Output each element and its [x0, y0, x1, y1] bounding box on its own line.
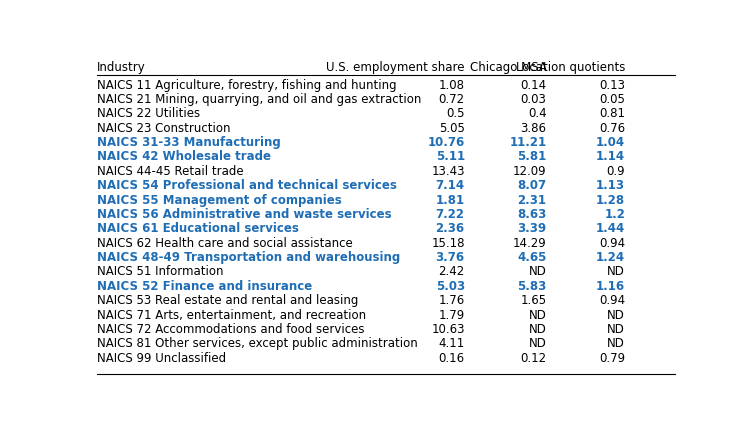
Text: NAICS 81 Other services, except public administration: NAICS 81 Other services, except public a…	[97, 337, 418, 350]
Text: 0.4: 0.4	[528, 107, 547, 120]
Text: NAICS 44-45 Retail trade: NAICS 44-45 Retail trade	[97, 165, 244, 178]
Text: 3.39: 3.39	[517, 222, 547, 235]
Text: NAICS 61 Educational services: NAICS 61 Educational services	[97, 222, 299, 235]
Text: 1.76: 1.76	[438, 294, 465, 307]
Text: 5.81: 5.81	[517, 151, 547, 164]
Text: 0.05: 0.05	[599, 93, 625, 106]
Text: 11.21: 11.21	[509, 136, 547, 149]
Text: NAICS 99 Unclassified: NAICS 99 Unclassified	[97, 351, 226, 365]
Text: ND: ND	[608, 309, 625, 321]
Text: ND: ND	[608, 323, 625, 336]
Text: 5.05: 5.05	[439, 122, 465, 135]
Text: 1.14: 1.14	[596, 151, 625, 164]
Text: ND: ND	[529, 323, 547, 336]
Text: 2.36: 2.36	[435, 222, 465, 235]
Text: 1.79: 1.79	[438, 309, 465, 321]
Text: U.S. employment share: U.S. employment share	[326, 61, 465, 74]
Text: 1.24: 1.24	[596, 251, 625, 264]
Text: NAICS 48-49 Transportation and warehousing: NAICS 48-49 Transportation and warehousi…	[97, 251, 401, 264]
Text: NAICS 54 Professional and technical services: NAICS 54 Professional and technical serv…	[97, 179, 397, 192]
Text: 10.63: 10.63	[431, 323, 465, 336]
Text: 1.2: 1.2	[605, 208, 625, 221]
Text: 13.43: 13.43	[431, 165, 465, 178]
Text: 0.12: 0.12	[520, 351, 547, 365]
Text: 5.11: 5.11	[435, 151, 465, 164]
Text: ND: ND	[529, 309, 547, 321]
Text: 14.29: 14.29	[513, 237, 547, 250]
Text: NAICS 62 Health care and social assistance: NAICS 62 Health care and social assistan…	[97, 237, 353, 250]
Text: NAICS 23 Construction: NAICS 23 Construction	[97, 122, 230, 135]
Text: 0.76: 0.76	[599, 122, 625, 135]
Text: 8.63: 8.63	[517, 208, 547, 221]
Text: 7.14: 7.14	[435, 179, 465, 192]
Text: 0.94: 0.94	[599, 294, 625, 307]
Text: 1.65: 1.65	[520, 294, 547, 307]
Text: NAICS 11 Agriculture, forestry, fishing and hunting: NAICS 11 Agriculture, forestry, fishing …	[97, 79, 397, 92]
Text: NAICS 55 Management of companies: NAICS 55 Management of companies	[97, 194, 342, 206]
Text: 1.08: 1.08	[439, 79, 465, 92]
Text: 5.83: 5.83	[517, 280, 547, 293]
Text: Location quotients: Location quotients	[516, 61, 625, 74]
Text: 3.76: 3.76	[435, 251, 465, 264]
Text: 1.04: 1.04	[596, 136, 625, 149]
Text: 15.18: 15.18	[431, 237, 465, 250]
Text: 0.13: 0.13	[599, 79, 625, 92]
Text: NAICS 51 Information: NAICS 51 Information	[97, 265, 224, 279]
Text: 0.5: 0.5	[447, 107, 465, 120]
Text: 3.86: 3.86	[520, 122, 547, 135]
Text: 1.81: 1.81	[435, 194, 465, 206]
Text: 4.65: 4.65	[517, 251, 547, 264]
Text: 8.07: 8.07	[517, 179, 547, 192]
Text: 7.22: 7.22	[436, 208, 465, 221]
Text: NAICS 56 Administrative and waste services: NAICS 56 Administrative and waste servic…	[97, 208, 392, 221]
Text: 4.11: 4.11	[438, 337, 465, 350]
Text: 2.42: 2.42	[438, 265, 465, 279]
Text: 0.03: 0.03	[520, 93, 547, 106]
Text: ND: ND	[529, 265, 547, 279]
Text: 0.9: 0.9	[607, 165, 625, 178]
Text: NAICS 21 Mining, quarrying, and oil and gas extraction: NAICS 21 Mining, quarrying, and oil and …	[97, 93, 422, 106]
Text: Chicago MSA: Chicago MSA	[470, 61, 547, 74]
Text: NAICS 22 Utilities: NAICS 22 Utilities	[97, 107, 200, 120]
Text: 1.16: 1.16	[596, 280, 625, 293]
Text: ND: ND	[608, 265, 625, 279]
Text: 1.13: 1.13	[596, 179, 625, 192]
Text: 10.76: 10.76	[428, 136, 465, 149]
Text: 1.28: 1.28	[596, 194, 625, 206]
Text: NAICS 31-33 Manufacturing: NAICS 31-33 Manufacturing	[97, 136, 281, 149]
Text: ND: ND	[529, 337, 547, 350]
Text: NAICS 53 Real estate and rental and leasing: NAICS 53 Real estate and rental and leas…	[97, 294, 358, 307]
Text: NAICS 52 Finance and insurance: NAICS 52 Finance and insurance	[97, 280, 312, 293]
Text: 2.31: 2.31	[517, 194, 547, 206]
Text: Industry: Industry	[97, 61, 146, 74]
Text: 5.03: 5.03	[435, 280, 465, 293]
Text: ND: ND	[608, 337, 625, 350]
Text: 0.81: 0.81	[599, 107, 625, 120]
Text: NAICS 72 Accommodations and food services: NAICS 72 Accommodations and food service…	[97, 323, 364, 336]
Text: NAICS 42 Wholesale trade: NAICS 42 Wholesale trade	[97, 151, 271, 164]
Text: 12.09: 12.09	[513, 165, 547, 178]
Text: 0.14: 0.14	[520, 79, 547, 92]
Text: 0.79: 0.79	[599, 351, 625, 365]
Text: 1.44: 1.44	[596, 222, 625, 235]
Text: 0.16: 0.16	[438, 351, 465, 365]
Text: 0.72: 0.72	[438, 93, 465, 106]
Text: 0.94: 0.94	[599, 237, 625, 250]
Text: NAICS 71 Arts, entertainment, and recreation: NAICS 71 Arts, entertainment, and recrea…	[97, 309, 366, 321]
